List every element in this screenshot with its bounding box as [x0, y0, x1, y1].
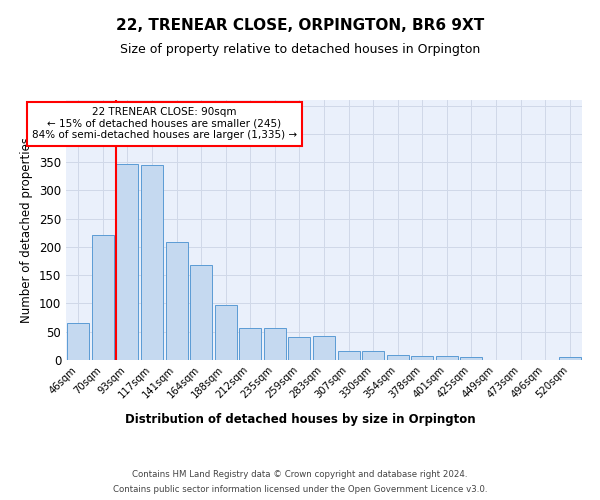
Bar — [166, 242, 188, 360]
Bar — [264, 328, 286, 360]
Text: Contains HM Land Registry data © Crown copyright and database right 2024.: Contains HM Land Registry data © Crown c… — [132, 470, 468, 479]
Bar — [386, 356, 409, 360]
Bar — [239, 328, 262, 360]
Bar — [67, 322, 89, 360]
Text: Contains public sector information licensed under the Open Government Licence v3: Contains public sector information licen… — [113, 485, 487, 494]
Text: 22 TRENEAR CLOSE: 90sqm
← 15% of detached houses are smaller (245)
84% of semi-d: 22 TRENEAR CLOSE: 90sqm ← 15% of detache… — [32, 107, 297, 140]
Bar — [116, 164, 139, 360]
Bar — [289, 337, 310, 360]
Bar — [141, 165, 163, 360]
Bar — [460, 357, 482, 360]
Text: Distribution of detached houses by size in Orpington: Distribution of detached houses by size … — [125, 412, 475, 426]
Bar — [338, 351, 359, 360]
Bar — [190, 265, 212, 360]
Y-axis label: Number of detached properties: Number of detached properties — [20, 137, 34, 323]
Text: 22, TRENEAR CLOSE, ORPINGTON, BR6 9XT: 22, TRENEAR CLOSE, ORPINGTON, BR6 9XT — [116, 18, 484, 32]
Text: Size of property relative to detached houses in Orpington: Size of property relative to detached ho… — [120, 42, 480, 56]
Bar — [313, 336, 335, 360]
Bar — [436, 356, 458, 360]
Bar — [92, 234, 114, 360]
Bar — [362, 351, 384, 360]
Bar — [411, 356, 433, 360]
Bar — [559, 357, 581, 360]
Bar — [215, 304, 237, 360]
